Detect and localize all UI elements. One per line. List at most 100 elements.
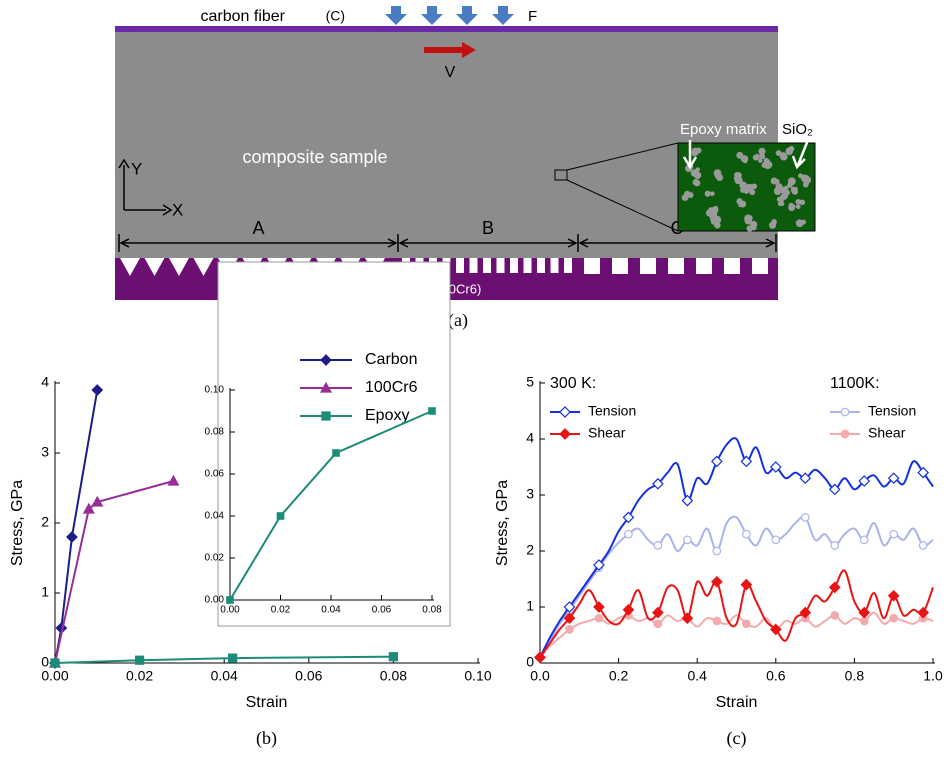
y-tick-label: 0 [526,654,534,670]
particle [793,187,798,192]
legend-label: Tension [588,403,636,419]
point [227,597,233,603]
point [333,450,339,456]
point [560,429,570,439]
particle [780,152,788,160]
force-arrow [492,6,514,25]
legend-label: Carbon [365,351,417,368]
particle [769,222,776,229]
panel-label: (b) [256,728,277,749]
particle [796,204,801,209]
particle [682,194,689,201]
x-tick-label: 0.8 [845,668,865,684]
x-tick-label: 0.2 [609,668,629,684]
x-axis-label: Strain [716,694,758,711]
series-line [55,390,97,663]
y-tick-label: 1 [41,584,49,600]
x-tick-label: 0.00 [41,668,68,684]
particle [774,187,782,195]
point [841,408,849,416]
y-tick-label: 0.06 [205,469,225,480]
notch [696,258,712,274]
y-tick-label: 0 [41,654,49,670]
point [919,542,927,550]
y-tick-label: 0.08 [205,427,225,438]
force-arrows [385,6,514,25]
particle [750,221,757,228]
particle [714,222,721,229]
point [560,407,570,417]
x-tick-label: 0.00 [220,605,240,616]
point [830,582,840,592]
point [772,536,780,544]
point [743,620,751,628]
notch [551,258,559,273]
point [890,530,898,538]
x-tick-label: 0.02 [126,668,153,684]
point [712,456,722,466]
particle [741,155,749,163]
force-label: F [528,8,537,25]
y-tick-label: 5 [526,374,534,390]
y-axis-label: Stress, GPa [494,480,511,566]
y-tick-label: 1 [526,598,534,614]
notch [640,258,656,274]
x-tick-label: 0.04 [321,605,341,616]
legend-title: 300 K: [550,375,596,392]
series-line [55,481,173,663]
particle [747,184,753,190]
particle [801,175,809,183]
force-arrow [385,6,407,25]
point [92,385,102,395]
x-axis-label: Strain [246,694,288,711]
point [713,617,721,625]
particle [762,162,768,168]
point [594,602,604,612]
y-tick-label: 2 [41,514,49,530]
notch [524,258,532,273]
point [229,654,237,662]
point [684,536,692,544]
x-tick-label: 0.04 [211,668,238,684]
particle [696,167,700,171]
inset-frame [218,262,450,626]
y-tick-label: 0.02 [205,553,225,564]
point [389,653,397,661]
x-tick-label: 0.08 [380,668,407,684]
y-tick-label: 3 [41,444,49,460]
notch [537,258,545,273]
notch [668,258,684,274]
force-arrow [456,6,478,25]
point [713,547,721,555]
y-tick-label: 0.10 [205,385,225,396]
matrix-label: Epoxy matrix [680,121,767,138]
particle [788,204,795,211]
region-label: A [252,218,264,238]
x-tick-label: 0.06 [372,605,392,616]
legend-label: Epoxy [365,407,409,424]
point [841,430,849,438]
point [859,608,869,618]
notch [724,258,740,274]
legend-title: 1100K: [830,375,880,392]
notch [483,258,491,273]
series-line [540,517,933,658]
particle [734,172,740,178]
particle [759,154,765,160]
point [595,614,603,622]
particle [758,158,762,162]
particle [771,177,778,184]
particle [739,201,746,208]
fiber-label: carbon fiber [201,8,286,25]
velocity-label: V [445,64,456,81]
region-label: B [482,218,494,238]
x-tick-label: 0.4 [687,668,707,684]
point [654,620,662,628]
notch [584,258,600,274]
legend-label: Shear [868,425,906,441]
particle-label: SiO₂ [782,121,813,138]
y-axis-label: Y [131,159,142,178]
point [625,530,633,538]
y-tick-label: 0.00 [205,595,225,606]
carbon-fiber-layer [115,26,778,32]
